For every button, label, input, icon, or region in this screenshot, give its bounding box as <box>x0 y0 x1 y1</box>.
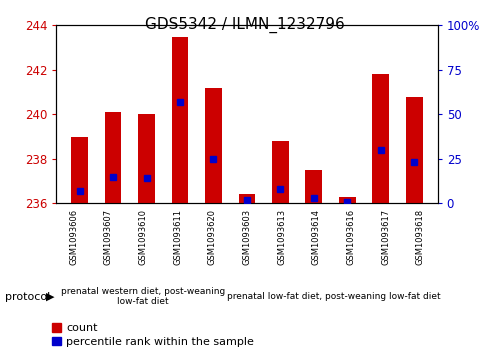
Bar <box>338 197 355 203</box>
Bar <box>405 97 422 203</box>
Text: GDS5342 / ILMN_1232796: GDS5342 / ILMN_1232796 <box>144 16 344 33</box>
Text: prenatal western diet, post-weaning
low-fat diet: prenatal western diet, post-weaning low-… <box>61 287 224 306</box>
Text: GSM1093620: GSM1093620 <box>207 209 216 265</box>
Bar <box>71 136 88 203</box>
Text: GSM1093618: GSM1093618 <box>415 209 424 265</box>
Bar <box>171 37 188 203</box>
Bar <box>138 114 155 203</box>
Bar <box>238 194 255 203</box>
Text: GSM1093616: GSM1093616 <box>346 209 355 265</box>
Bar <box>372 74 388 203</box>
Text: protocol: protocol <box>5 292 50 302</box>
Bar <box>204 87 222 203</box>
Text: GSM1093607: GSM1093607 <box>103 209 113 265</box>
Text: GSM1093606: GSM1093606 <box>69 209 78 265</box>
Text: GSM1093617: GSM1093617 <box>380 209 389 265</box>
Bar <box>305 170 322 203</box>
Text: GSM1093603: GSM1093603 <box>242 209 251 265</box>
Text: prenatal low-fat diet, post-weaning low-fat diet: prenatal low-fat diet, post-weaning low-… <box>226 292 440 301</box>
Text: GSM1093610: GSM1093610 <box>138 209 147 265</box>
Text: GSM1093611: GSM1093611 <box>173 209 182 265</box>
Legend: count, percentile rank within the sample: count, percentile rank within the sample <box>52 323 254 347</box>
Text: ▶: ▶ <box>45 292 54 302</box>
Bar <box>104 112 121 203</box>
Text: GSM1093614: GSM1093614 <box>311 209 320 265</box>
Bar <box>271 141 288 203</box>
Text: GSM1093613: GSM1093613 <box>277 209 285 265</box>
